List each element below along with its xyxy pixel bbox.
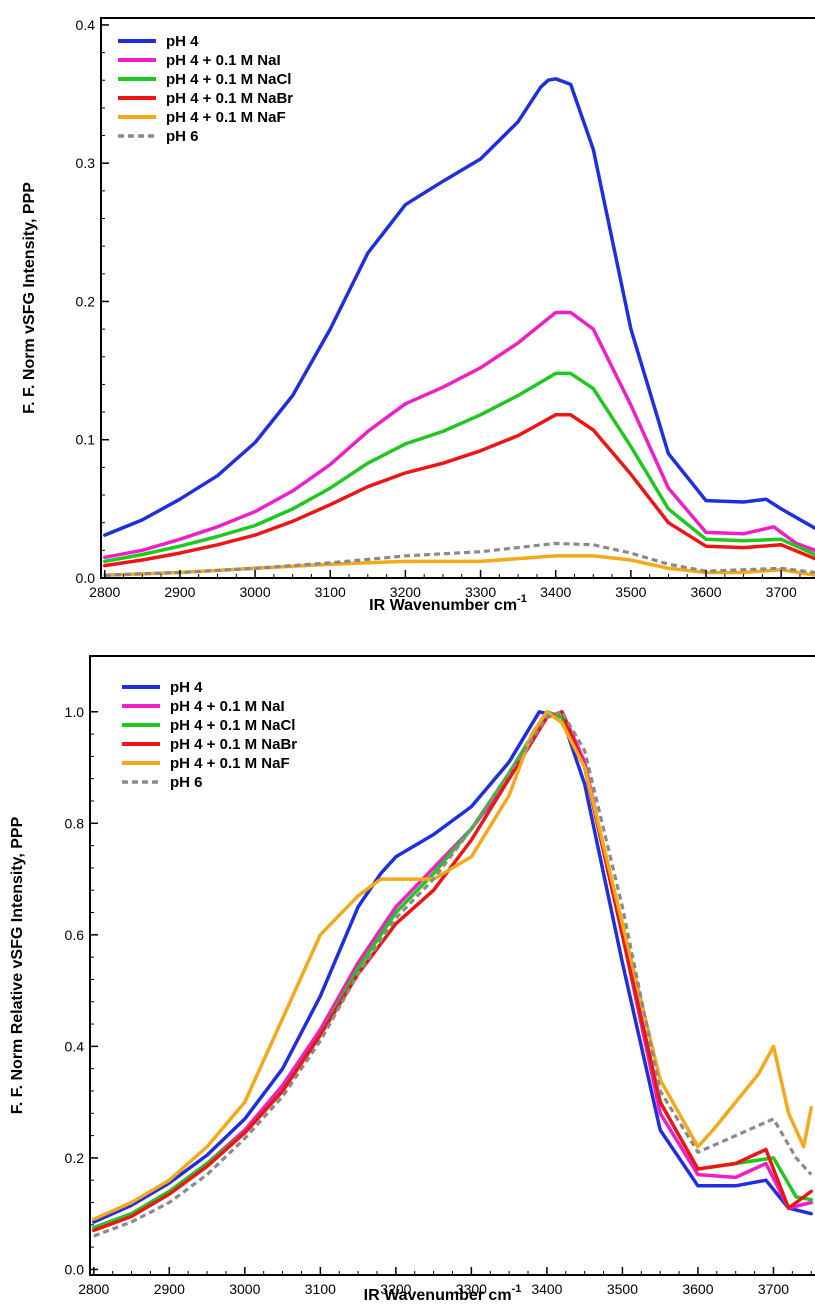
legend-label-2: pH 4 + 0.1 M NaCl: [166, 71, 291, 88]
legend-label-0: pH 4: [170, 679, 203, 696]
legend-label-0: pH 4: [166, 33, 199, 50]
x-tick-label: 3600: [690, 584, 721, 600]
legend-label-4: pH 4 + 0.1 M NaF: [170, 755, 290, 772]
y-tick-label: 0.4: [76, 17, 96, 33]
y-axis-title: F. F. Norm vSFG Intensity, PPP: [21, 182, 38, 414]
x-tick-label: 3200: [380, 1281, 411, 1297]
series-line-0: [92, 710, 813, 1224]
y-tick-label: 1.0: [65, 704, 85, 720]
y-tick-label: 0.3: [76, 155, 96, 171]
series-line-5: [93, 710, 813, 1238]
series-line-4: [92, 710, 813, 1221]
x-axis-title: IR Wavenumber cm-1: [364, 1283, 522, 1304]
y-tick-label: 0.0: [76, 570, 96, 586]
legend: pH 4 pH 4 + 0.1 M NaI pH 4 + 0.1 M NaCl pH …: [118, 33, 293, 145]
x-tick-label: 3700: [758, 1281, 789, 1297]
legend-label-1: pH 4 + 0.1 M NaI: [166, 52, 281, 69]
x-tick-label: 3200: [390, 584, 421, 600]
y-tick-label: 0.0: [65, 1261, 85, 1277]
x-tick-label: 3100: [315, 584, 346, 600]
series-line-3: [92, 710, 813, 1233]
x-tick-label: 3700: [766, 584, 797, 600]
plot-area: [103, 77, 815, 577]
legend-label-1: pH 4 + 0.1 M NaI: [170, 698, 285, 715]
x-tick-label: 3500: [615, 584, 646, 600]
x-tick-label: 2800: [89, 584, 120, 600]
x-tick-label: 3600: [682, 1281, 713, 1297]
x-axis-title-superscript: -1: [512, 1283, 522, 1295]
series-line-3: [103, 413, 815, 568]
x-tick-label: 3000: [239, 584, 270, 600]
series-line-4: [103, 554, 815, 577]
legend-label-4: pH 4 + 0.1 M NaF: [166, 109, 286, 126]
x-tick-label: 3400: [531, 1281, 562, 1297]
x-tick-label: 3500: [607, 1281, 638, 1297]
x-tick-label: 3300: [465, 584, 496, 600]
legend-label-3: pH 4 + 0.1 M NaBr: [170, 736, 297, 753]
series-line-2: [103, 371, 815, 564]
series-line-0: [103, 77, 815, 537]
series-line-1: [103, 310, 815, 560]
y-tick-label: 0.4: [65, 1038, 85, 1054]
top-chart: 2800 2900 3000 3100 3200 3300 3400 3500 3600 3700…: [21, 17, 815, 614]
plot-area: [92, 710, 813, 1238]
y-tick-label: 0.6: [65, 927, 85, 943]
x-tick-label: 3300: [456, 1281, 487, 1297]
x-tick-label: 3000: [229, 1281, 260, 1297]
legend: pH 4 pH 4 + 0.1 M NaI pH 4 + 0.1 M NaCl pH …: [122, 679, 297, 791]
y-axis-title: F. F. Norm Relative vSFG Intensity, PPP: [9, 816, 26, 1114]
x-tick-label: 2800: [78, 1281, 109, 1297]
x-tick-label: 3400: [540, 584, 571, 600]
y-tick-label: 0.8: [65, 815, 85, 831]
bottom-chart: 2800 2900 3000 3100 3200 3300 3400 3500 3600 3700…: [9, 655, 815, 1304]
x-axis-title-text: IR Wavenumber cm: [364, 1287, 512, 1304]
legend-label-2: pH 4 + 0.1 M NaCl: [170, 717, 295, 734]
y-tick-label: 0.2: [76, 293, 96, 309]
legend-label-3: pH 4 + 0.1 M NaBr: [166, 90, 293, 107]
x-axis-title: IR Wavenumber cm-1: [369, 593, 527, 614]
legend-label-5: pH 6: [170, 774, 203, 791]
x-tick-label: 3100: [305, 1281, 336, 1297]
y-tick-label: 0.2: [65, 1150, 85, 1166]
y-tick-label: 0.1: [76, 432, 96, 448]
x-axis-title-superscript: -1: [517, 593, 527, 605]
x-tick-label: 2900: [154, 1281, 185, 1297]
x-axis-title-text: IR Wavenumber cm: [369, 597, 517, 614]
legend-label-5: pH 6: [166, 128, 199, 145]
series-line-5: [104, 541, 815, 577]
x-tick-label: 2900: [164, 584, 195, 600]
